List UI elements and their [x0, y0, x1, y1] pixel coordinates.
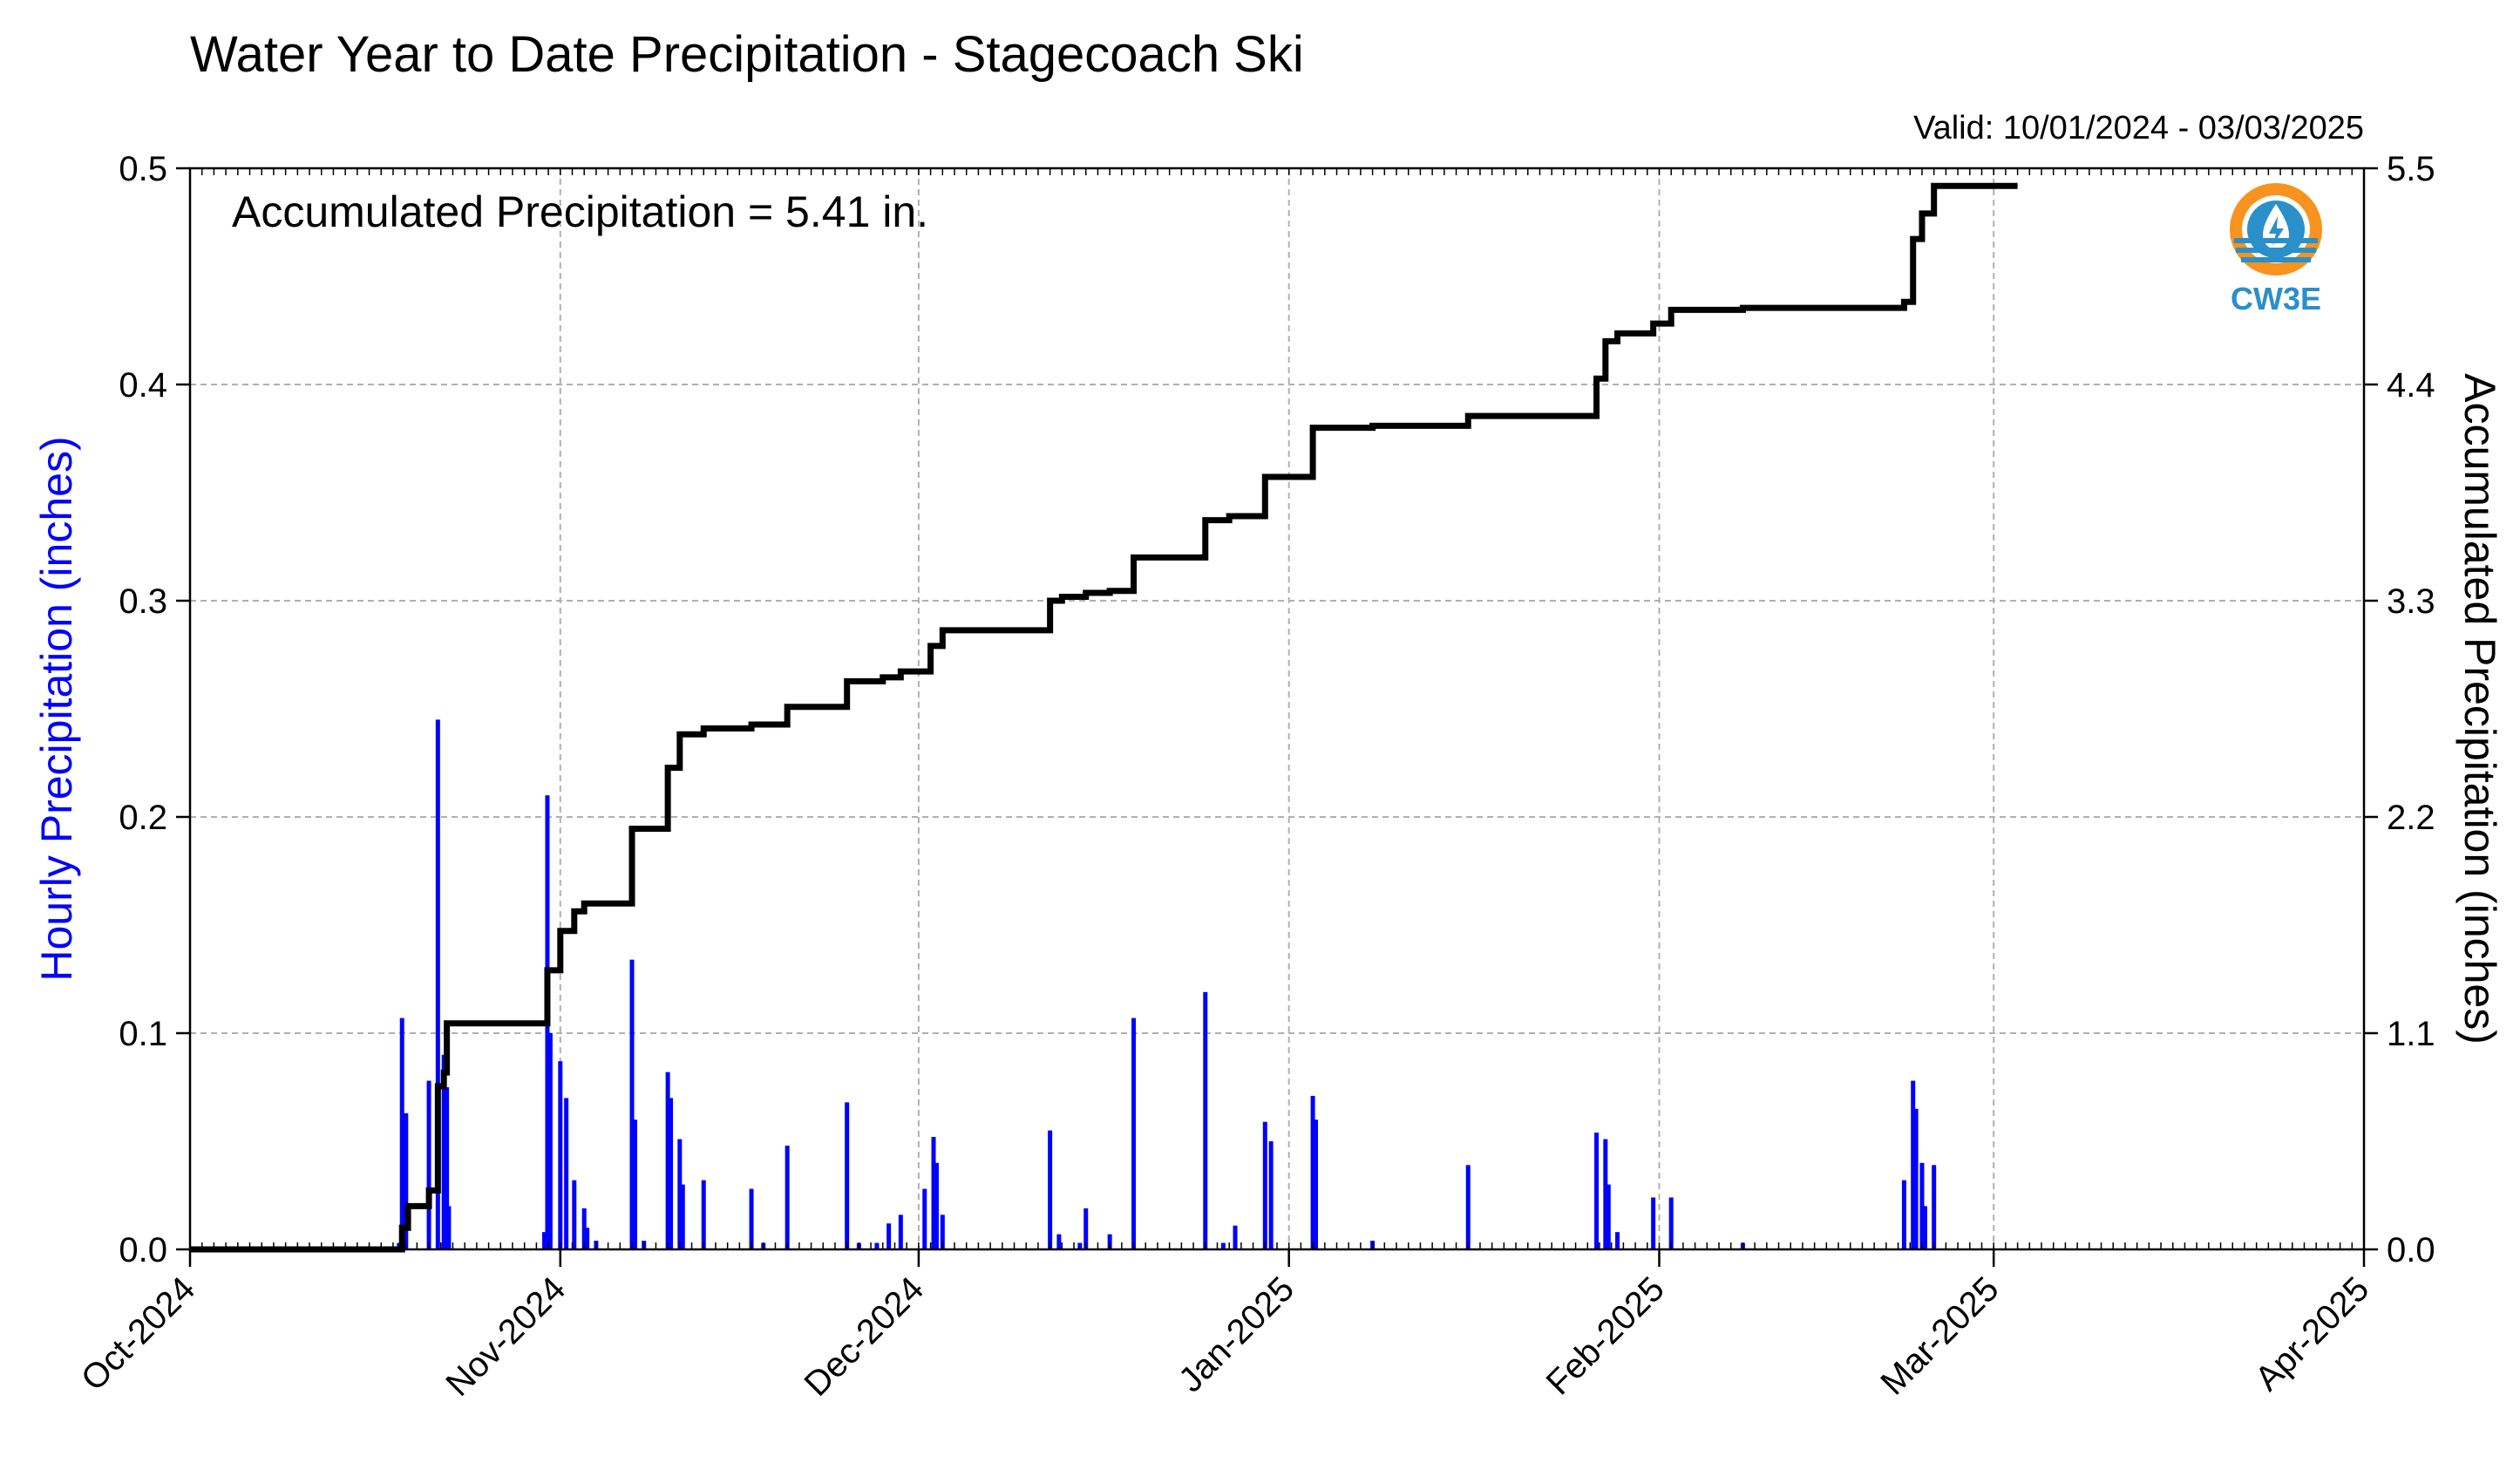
- accumulated-precip-path: [190, 182, 2018, 1253]
- hourly-precip-bar: [931, 1137, 936, 1249]
- hourly-precip-bar: [665, 1072, 670, 1249]
- hourly-precip-bar: [845, 1102, 850, 1249]
- y-left-tick-label: 0.1: [119, 1015, 167, 1053]
- hourly-precip-bar: [1913, 1108, 1919, 1249]
- chart-valid-range: Valid: 10/01/2024 - 03/03/2025: [1913, 110, 2364, 146]
- hourly-precip-bar: [1922, 1206, 1927, 1249]
- hourly-precip-bars: [397, 719, 1937, 1249]
- hourly-precip-bar: [1901, 1180, 1906, 1249]
- hourly-precip-bar: [1220, 1242, 1226, 1249]
- hourly-precip-bar: [749, 1188, 754, 1249]
- accumulated-precip-line: [190, 182, 2018, 1253]
- hourly-precip-bar: [1048, 1130, 1053, 1249]
- hourly-precip-bar: [785, 1145, 790, 1249]
- hourly-precip-bar: [1233, 1225, 1238, 1249]
- hourly-precip-bar: [1606, 1184, 1611, 1249]
- hourly-precip-bar: [404, 1113, 409, 1249]
- y-left-tick-label: 0.2: [119, 799, 167, 837]
- hourly-precip-bar: [701, 1180, 706, 1249]
- cw3e-logo: CW3E: [2230, 183, 2322, 316]
- accumulated-annotation: Accumulated Precipitation = 5.41 in.: [232, 187, 928, 236]
- lightning-icon: [2269, 216, 2284, 246]
- logo-wave-2: [2236, 248, 2316, 253]
- hourly-precip-bar: [1465, 1165, 1471, 1249]
- hourly-precip-bar: [445, 1087, 450, 1249]
- hourly-precip-bar: [1262, 1121, 1267, 1249]
- logo-wave-3: [2241, 257, 2311, 262]
- hourly-precip-bar: [677, 1139, 683, 1249]
- y-left-tick-label: 0.0: [119, 1231, 167, 1269]
- hourly-precip-bar: [1310, 1095, 1315, 1249]
- y-axis-left-label: Hourly Precipitation (inches): [32, 436, 81, 981]
- hourly-precip-bar: [1911, 1080, 1916, 1249]
- hourly-precip-bar: [446, 1206, 452, 1249]
- y-right-tick-label: 5.5: [2387, 150, 2435, 188]
- hourly-precip-bar: [1268, 1141, 1274, 1249]
- hourly-precip-bar: [581, 1208, 587, 1249]
- y-right-tick-label: 3.3: [2387, 582, 2435, 621]
- hourly-precip-bar: [564, 1098, 569, 1249]
- y-right-tick-label: 1.1: [2387, 1015, 2435, 1053]
- y-right-tick-label: 4.4: [2387, 366, 2435, 405]
- hourly-precip-bar: [585, 1228, 590, 1249]
- hourly-precip-bar: [1314, 1119, 1319, 1249]
- hourly-precip-bar: [629, 959, 635, 1249]
- y-right-tick-label: 0.0: [2387, 1231, 2435, 1269]
- hourly-precip-bar: [426, 1080, 431, 1249]
- hourly-precip-bar: [1594, 1133, 1600, 1249]
- logo-text: CW3E: [2231, 281, 2321, 316]
- hourly-precip-bar: [680, 1184, 685, 1249]
- hourly-precip-bar: [1615, 1232, 1620, 1249]
- hourly-precip-bar: [1107, 1234, 1112, 1249]
- y-axis-right-label: Accumulated Precipitation (inches): [2455, 373, 2504, 1045]
- hourly-precip-bar: [1056, 1234, 1062, 1249]
- hourly-precip-bar: [441, 1054, 446, 1249]
- hourly-precip-bar: [1077, 1242, 1083, 1249]
- hourly-precip-bar: [399, 1017, 404, 1249]
- y-left-tick-label: 0.5: [119, 150, 167, 188]
- hourly-precip-bar: [874, 1242, 880, 1249]
- y-left-tick-label: 0.3: [119, 582, 167, 621]
- hourly-precip-bar: [542, 1232, 547, 1249]
- hourly-precip-bar: [886, 1223, 892, 1249]
- hourly-precip-bar: [1203, 991, 1208, 1249]
- hourly-precip-bar: [1668, 1197, 1674, 1249]
- hourly-precip-bar: [1131, 1017, 1137, 1249]
- hourly-precip-bar: [547, 1033, 553, 1249]
- hourly-precip-bar: [934, 1162, 939, 1249]
- grid-lines: [190, 168, 2364, 1249]
- hourly-precip-bar: [898, 1215, 903, 1249]
- hourly-precip-bar: [632, 1119, 637, 1249]
- hourly-precip-bar: [1603, 1139, 1608, 1249]
- chart-title: Water Year to Date Precipitation - Stage…: [190, 26, 1304, 83]
- hourly-precip-bar: [1083, 1208, 1089, 1249]
- hourly-precip-bar: [558, 1061, 563, 1249]
- logo-wave-1: [2234, 238, 2318, 243]
- hourly-precip-bar: [922, 1188, 927, 1249]
- hourly-precip-bar: [1932, 1165, 1937, 1249]
- hourly-precip-bar: [1919, 1162, 1925, 1249]
- y-right-tick-label: 2.2: [2387, 799, 2435, 837]
- hourly-precip-bar: [572, 1180, 577, 1249]
- hourly-precip-bar: [1651, 1197, 1656, 1249]
- hourly-precip-bar: [940, 1215, 945, 1249]
- hourly-precip-bar: [435, 719, 440, 1249]
- hourly-precip-bar: [669, 1098, 674, 1249]
- y-left-tick-label: 0.4: [119, 366, 167, 405]
